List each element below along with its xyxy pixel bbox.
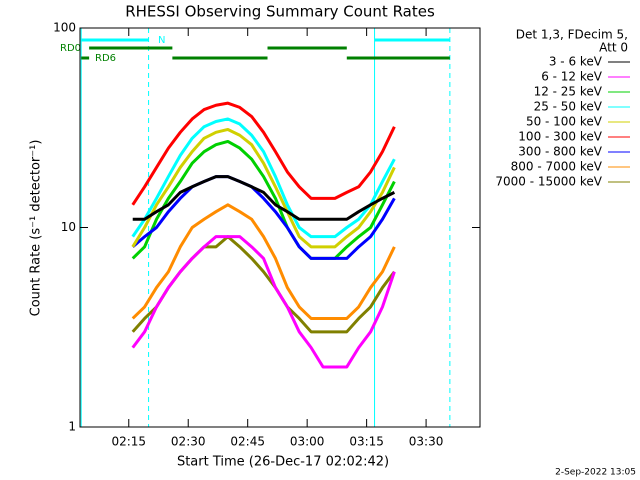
y-tick-label: 100 xyxy=(53,21,76,35)
legend-title: Att 0 xyxy=(599,41,628,55)
legend-label: 12 - 25 keV xyxy=(534,85,603,99)
legend-label: 7000 - 15000 keV xyxy=(495,175,602,189)
x-tick-label: 02:45 xyxy=(230,435,265,449)
x-tick-label: 03:00 xyxy=(290,435,325,449)
x-tick-label: 03:15 xyxy=(349,435,384,449)
x-tick-label: 03:30 xyxy=(409,435,444,449)
legend-label: 300 - 800 keV xyxy=(518,145,602,159)
footer: 2-Sep-2022 13:05 xyxy=(555,468,636,478)
flag-label: RD0 xyxy=(60,43,81,54)
chart-title: RHESSI Observing Summary Count Rates xyxy=(125,3,435,21)
series-line xyxy=(131,117,396,239)
series-line xyxy=(131,175,396,260)
legend-label: 25 - 50 keV xyxy=(534,100,603,114)
legend-label: 800 - 7000 keV xyxy=(511,160,603,174)
legend-label: 3 - 6 keV xyxy=(549,55,603,69)
x-tick-label: 02:15 xyxy=(111,435,146,449)
flag-label: N xyxy=(158,35,165,46)
series-line xyxy=(131,203,396,320)
legend-label: 100 - 300 keV xyxy=(518,130,602,144)
y-axis-label: Count Rate (s⁻¹ detector⁻¹) xyxy=(29,140,44,317)
legend-title: Det 1,3, FDecim 5, xyxy=(516,28,628,42)
series-line xyxy=(131,235,396,369)
series-line xyxy=(131,101,396,206)
series-line xyxy=(131,139,396,260)
y-tick-label: 1 xyxy=(68,420,76,434)
legend-label: 6 - 12 keV xyxy=(541,70,603,84)
legend-label: 50 - 100 keV xyxy=(526,115,603,129)
x-axis-label: Start Time (26-Dec-17 02:02:42) xyxy=(177,455,389,470)
y-tick-label: 10 xyxy=(61,220,76,234)
x-tick-label: 02:30 xyxy=(171,435,206,449)
series-line xyxy=(132,175,396,221)
series-line xyxy=(131,127,396,249)
flag-label: RD6 xyxy=(95,53,116,64)
